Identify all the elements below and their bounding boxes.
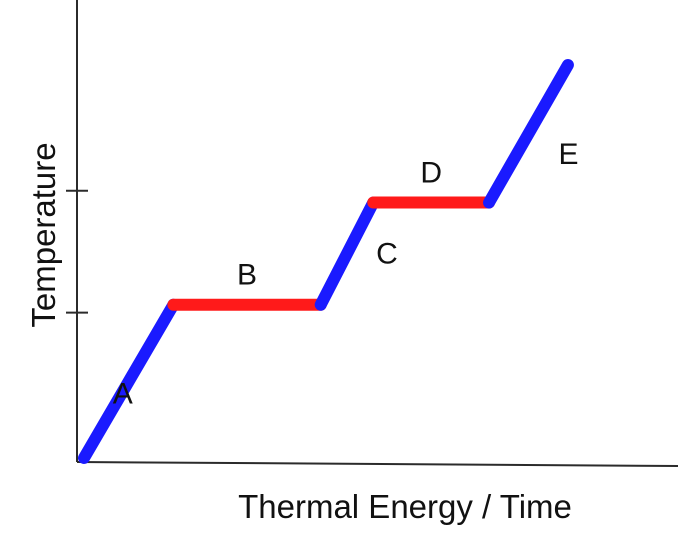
x-axis [76, 461, 679, 467]
x-axis-label: Thermal Energy / Time [238, 488, 572, 525]
segment-label-e: E [558, 138, 578, 171]
curve-segments [78, 59, 574, 464]
segment-labels: A B C D E [113, 138, 579, 411]
segment-label-d: D [420, 157, 442, 190]
segment-c [314, 196, 380, 311]
segment-label-c: C [376, 238, 398, 271]
segment-a [78, 298, 180, 464]
segment-e [483, 59, 574, 209]
segment-label-b: B [237, 259, 257, 292]
axes [76, 0, 679, 467]
y-ticks [66, 189, 88, 314]
segment-label-a: A [113, 377, 133, 410]
y-axis-label: Temperature [25, 142, 62, 327]
